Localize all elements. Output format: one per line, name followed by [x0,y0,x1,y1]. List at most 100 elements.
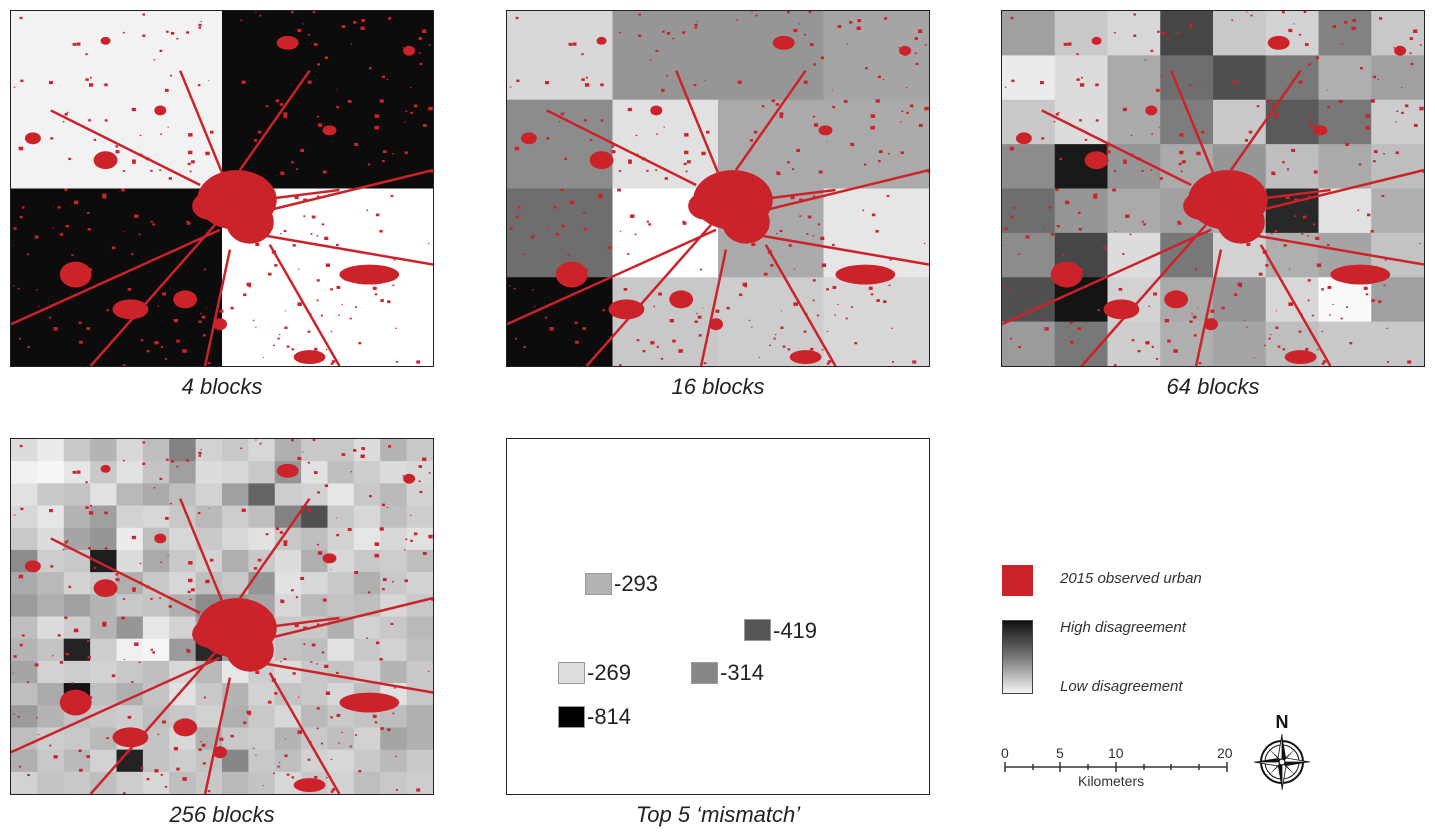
urban-area-overlay [11,11,433,366]
disagreement-block [63,771,91,794]
disagreement-block [142,616,170,640]
disagreement-block [1213,55,1267,101]
disagreement-block [301,683,328,706]
disagreement-block [142,771,170,794]
disagreement-block [274,727,302,751]
disagreement-block [90,638,117,662]
disagreement-block [63,505,91,529]
disagreement-block [11,638,38,662]
disagreement-block [11,527,38,551]
disagreement-block [1371,321,1424,366]
disagreement-block [248,771,276,794]
disagreement-block [301,572,328,595]
disagreement-block [11,771,38,794]
map-256-blocks [11,439,433,794]
caption-mismatch: Top 5 ‘mismatch’ [635,802,801,827]
disagreement-block [169,549,197,573]
disagreement-block [380,483,408,507]
disagreement-block [37,705,65,728]
scale-tick-10: 10 [1108,745,1124,761]
disagreement-block [1265,99,1319,145]
disagreement-block [222,483,249,507]
disagreement-block [195,527,223,551]
caption-4-blocks: 4 blocks [181,374,263,399]
disagreement-block [406,483,433,507]
disagreement-block [63,439,91,462]
disagreement-block [353,771,381,794]
disagreement-block [1160,55,1214,101]
disagreement-block [507,11,613,101]
map-panel-64-blocks [1001,10,1425,367]
disagreement-block [406,549,433,573]
urban-area-overlay [11,439,433,794]
disagreement-block [37,461,65,484]
disagreement-block [90,505,117,529]
map-64-blocks [1002,11,1424,366]
disagreement-block [1160,321,1214,366]
disagreement-block [380,771,408,794]
disagreement-block [116,505,144,529]
disagreement-block [248,572,276,595]
disagreement-block [222,461,249,484]
disagreement-block [90,683,117,706]
disagreement-block [142,505,170,529]
mismatch-value-4: -314 [720,660,765,685]
disagreement-block [90,705,117,728]
disagreement-block [1160,11,1214,56]
disagreement-block [1054,321,1108,366]
disagreement-block [1371,55,1424,101]
disagreement-block [169,527,197,551]
disagreement-block [195,439,223,462]
disagreement-block [169,439,197,462]
disagreement-block [301,483,328,507]
north-arrow: N [1250,712,1314,792]
disagreement-block [90,527,117,551]
disagreement-block [1371,99,1424,145]
disagreement-block [142,749,170,773]
disagreement-block [327,638,355,662]
disagreement-block [353,572,381,595]
map-panel-4-blocks [10,10,434,367]
disagreement-block [142,483,170,507]
map-16-blocks [507,11,929,366]
disagreement-block [195,660,223,684]
mismatch-value-2: -419 [773,618,818,643]
disagreement-block [327,749,355,773]
disagreement-block [274,749,302,773]
disagreement-block [380,616,408,640]
scale-tick-5: 5 [1056,745,1064,761]
disagreement-block [195,572,223,595]
disagreement-block [63,549,91,573]
disagreement-block [274,549,302,573]
disagreement-block [195,461,223,484]
disagreement-block [116,771,144,794]
disagreement-block [507,188,613,278]
disagreement-block [37,749,65,773]
disagreement-block [612,11,719,101]
disagreement-block [63,527,91,551]
disagreement-block [248,705,276,728]
disagreement-block [327,439,355,462]
disagreement-block [37,638,65,662]
disagreement-block [406,505,433,529]
mismatch-value-1: -293 [614,571,659,596]
disagreement-block [116,527,144,551]
disagreement-block [90,616,117,640]
disagreement-block [90,461,117,484]
disagreement-block [823,188,929,278]
disagreement-block [11,461,38,484]
caption-256-blocks: 256 blocks [169,802,275,827]
disagreement-block [116,461,144,484]
disagreement-block [380,572,408,595]
disagreement-block [248,727,276,751]
disagreement-block [248,439,276,462]
disagreement-block [248,461,276,484]
disagreement-block [116,594,144,617]
disagreement-block [63,727,91,751]
disagreement-block [274,505,302,529]
disagreement-block [116,683,144,706]
disagreement-block [222,11,433,189]
disagreement-block [1002,11,1056,56]
disagreement-block [274,483,302,507]
disagreement-block [327,594,355,617]
